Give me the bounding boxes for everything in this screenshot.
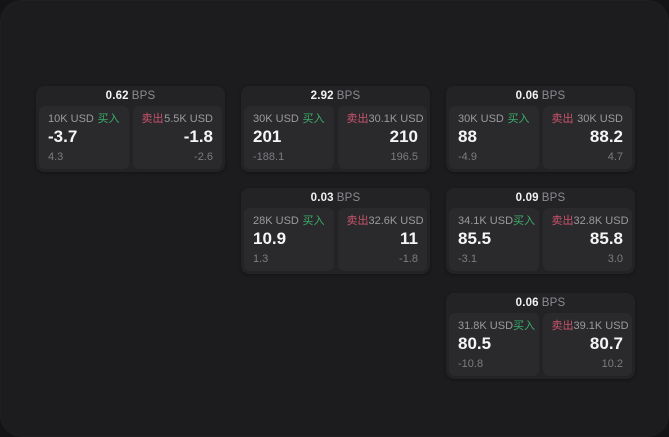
- sell-tile[interactable]: 卖出 39.1K USD 80.7 10.2: [542, 313, 632, 376]
- sell-volume: 39.1K USD: [573, 320, 629, 332]
- quote-card: 0.09 BPS 34.1K USD 买入 85.5 -3.1 卖出 32.8K …: [446, 188, 635, 274]
- sell-side-label: 卖出: [346, 113, 369, 125]
- spread-header: 0.09 BPS: [446, 188, 635, 208]
- buy-price: 80.5: [458, 334, 492, 353]
- quote-card: 0.06 BPS 30K USD 买入 88 -4.9 卖出 30K USD: [446, 86, 635, 172]
- buy-tile[interactable]: 28K USD 买入 10.9 1.3: [244, 208, 334, 271]
- spread-unit: BPS: [541, 297, 566, 309]
- quote-card: 0.62 BPS 10K USD 买入 -3.7 4.3 卖出 5.5K USD: [36, 86, 225, 172]
- buy-delta: -4.9: [458, 151, 477, 163]
- buy-delta: 1.3: [253, 253, 269, 265]
- buy-volume: 34.1K USD: [458, 215, 514, 227]
- spread-unit: BPS: [336, 90, 361, 102]
- sell-side-label: 卖出: [346, 215, 369, 227]
- spread-value: 0.09: [515, 192, 539, 204]
- buy-tile[interactable]: 34.1K USD 买入 85.5 -3.1: [449, 208, 539, 271]
- buy-delta: -188.1: [253, 151, 285, 163]
- buy-volume: 30K USD: [458, 113, 504, 125]
- sell-price: 11: [400, 229, 418, 248]
- quote-card: 0.03 BPS 28K USD 买入 10.9 1.3 卖出 32.6K USD: [241, 188, 430, 274]
- sell-volume: 32.6K USD: [368, 215, 424, 227]
- spread-unit: BPS: [131, 90, 156, 102]
- buy-volume: 28K USD: [253, 215, 299, 227]
- spread-value: 0.62: [105, 90, 129, 102]
- sell-side-label: 卖出: [551, 215, 574, 227]
- spread-header: 2.92 BPS: [241, 86, 430, 106]
- buy-side-label: 买入: [97, 113, 120, 125]
- sell-volume: 5.5K USD: [164, 113, 213, 125]
- sell-volume: 32.8K USD: [573, 215, 629, 227]
- sell-side-label: 卖出: [551, 113, 574, 125]
- spread-value: 0.06: [515, 297, 539, 309]
- buy-side-label: 买入: [513, 320, 536, 332]
- buy-delta: -10.8: [458, 358, 484, 370]
- spread-value: 0.03: [310, 192, 334, 204]
- buy-volume: 30K USD: [253, 113, 299, 125]
- sell-price: -1.8: [183, 127, 213, 146]
- sell-delta: 3.0: [607, 253, 623, 265]
- buy-price: 10.9: [253, 229, 287, 248]
- sell-side-label: 卖出: [141, 113, 164, 125]
- spread-header: 0.06 BPS: [446, 86, 635, 106]
- spread-header: 0.03 BPS: [241, 188, 430, 208]
- sell-delta: 196.5: [390, 151, 418, 163]
- sell-delta: -2.6: [194, 151, 213, 163]
- sell-tile[interactable]: 卖出 5.5K USD -1.8 -2.6: [132, 106, 222, 169]
- buy-side-label: 买入: [507, 113, 530, 125]
- buy-side-label: 买入: [302, 113, 325, 125]
- buy-side-label: 买入: [513, 215, 536, 227]
- sell-price: 88.2: [589, 127, 623, 146]
- sell-delta: 10.2: [601, 358, 623, 370]
- spread-header: 0.62 BPS: [36, 86, 225, 106]
- buy-tile[interactable]: 30K USD 买入 201 -188.1: [244, 106, 334, 169]
- sell-price: 85.8: [589, 229, 623, 248]
- sell-price: 210: [389, 127, 418, 146]
- spread-unit: BPS: [541, 90, 566, 102]
- sell-side-label: 卖出: [551, 320, 574, 332]
- sell-tile[interactable]: 卖出 32.8K USD 85.8 3.0: [542, 208, 632, 271]
- sell-tile[interactable]: 卖出 30.1K USD 210 196.5: [337, 106, 427, 169]
- buy-price: -3.7: [48, 127, 78, 146]
- sell-volume: 30K USD: [577, 113, 623, 125]
- sell-tile[interactable]: 卖出 30K USD 88.2 4.7: [542, 106, 632, 169]
- spread-unit: BPS: [336, 192, 361, 204]
- buy-side-label: 买入: [302, 215, 325, 227]
- buy-volume: 10K USD: [48, 113, 94, 125]
- buy-price: 201: [253, 127, 282, 146]
- buy-price: 88: [458, 127, 477, 146]
- buy-volume: 31.8K USD: [458, 320, 514, 332]
- spread-unit: BPS: [541, 192, 566, 204]
- quote-card: 0.06 BPS 31.8K USD 买入 80.5 -10.8 卖出 39.1K…: [446, 293, 635, 379]
- buy-tile[interactable]: 30K USD 买入 88 -4.9: [449, 106, 539, 169]
- sell-delta: -1.8: [399, 253, 418, 265]
- buy-delta: -3.1: [458, 253, 477, 265]
- spread-header: 0.06 BPS: [446, 293, 635, 313]
- buy-delta: 4.3: [48, 151, 64, 163]
- buy-tile[interactable]: 10K USD 买入 -3.7 4.3: [39, 106, 129, 169]
- sell-delta: 4.7: [607, 151, 623, 163]
- sell-tile[interactable]: 卖出 32.6K USD 11 -1.8: [337, 208, 427, 271]
- spread-value: 0.06: [515, 90, 539, 102]
- spread-value: 2.92: [310, 90, 334, 102]
- buy-tile[interactable]: 31.8K USD 买入 80.5 -10.8: [449, 313, 539, 376]
- sell-volume: 30.1K USD: [368, 113, 424, 125]
- buy-price: 85.5: [458, 229, 492, 248]
- sell-price: 80.7: [589, 334, 623, 353]
- quote-card: 2.92 BPS 30K USD 买入 201 -188.1 卖出 30.1K U…: [241, 86, 430, 172]
